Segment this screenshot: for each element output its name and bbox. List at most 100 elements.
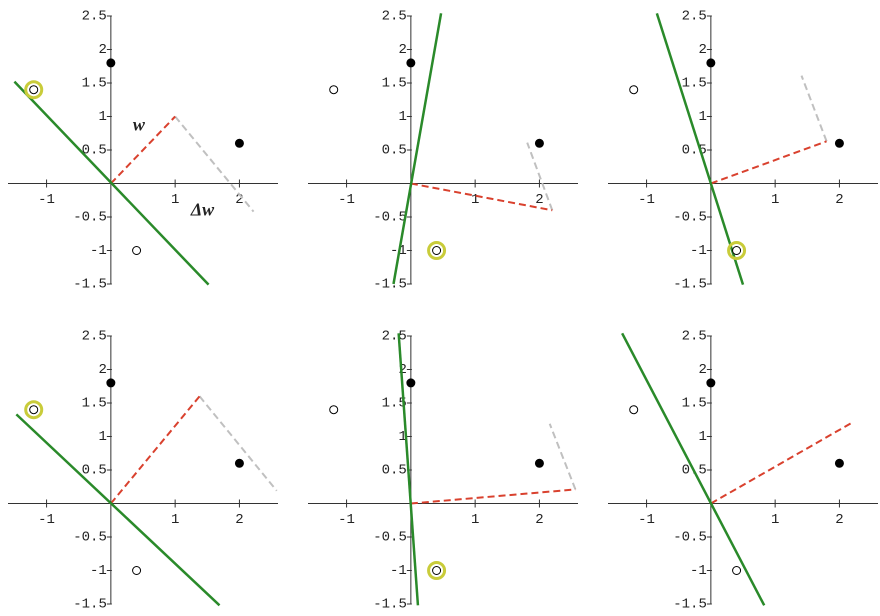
y-tick-label: -1 [390, 563, 407, 579]
y-tick-label: 0.5 [82, 463, 107, 479]
y-tick-label: 2 [398, 362, 406, 378]
update-vector [548, 423, 577, 490]
open-point [132, 246, 142, 255]
filled-point [534, 458, 544, 468]
open-point [329, 405, 339, 415]
y-tick-label: -1.5 [673, 277, 707, 293]
open-point [329, 85, 339, 95]
y-tick-label: 1 [98, 429, 106, 445]
y-tick-label: 2 [98, 362, 106, 378]
filled-point [706, 58, 716, 68]
x-tick-label: 1 [471, 192, 479, 208]
weight-vector [410, 182, 553, 212]
open-point [732, 566, 742, 575]
y-tick-label: -1.5 [373, 277, 407, 293]
y-tick-label: -1 [90, 243, 107, 259]
x-tick-label: -1 [338, 192, 355, 208]
filled-point [406, 58, 416, 68]
decision-boundary [621, 332, 766, 606]
update-label: Δw [190, 200, 215, 220]
filled-point [106, 58, 116, 68]
y-tick-label: 2.5 [82, 329, 107, 345]
update-vector [800, 75, 828, 142]
open-point [29, 85, 39, 95]
weight-vector [710, 420, 855, 505]
y-tick-label: 0.5 [82, 143, 107, 159]
y-tick-label: 2.5 [682, 9, 707, 25]
decision-boundary [392, 13, 443, 285]
y-tick-label: 1.5 [682, 76, 707, 92]
weight-vector [410, 488, 576, 505]
y-tick-label: -1.5 [373, 597, 407, 613]
open-point [432, 566, 442, 575]
highlight-ring [427, 561, 447, 580]
y-tick-label: 1 [698, 429, 706, 445]
y-tick-label: 1.5 [682, 396, 707, 412]
decision-boundary [397, 333, 420, 606]
open-point [629, 85, 639, 95]
weight-vector [110, 115, 176, 185]
y-tick-label: 2 [698, 42, 706, 58]
filled-point [234, 458, 244, 468]
x-tick-label: -1 [638, 192, 655, 208]
y-tick-label: 2 [98, 42, 106, 58]
weight-label: w [133, 115, 146, 135]
y-tick-label: -0.5 [673, 210, 707, 226]
y-tick-label: -1.5 [73, 597, 107, 613]
x-tick-label: 2 [235, 512, 243, 528]
x-tick-label: -1 [38, 192, 55, 208]
update-vector [526, 142, 554, 211]
open-point [132, 566, 142, 575]
x-tick-label: 1 [771, 192, 779, 208]
x-tick-label: -1 [338, 512, 355, 528]
y-tick-label: 1 [698, 109, 706, 125]
decision-boundary [655, 12, 745, 286]
weight-vector [110, 395, 201, 505]
y-tick-label: 1.5 [382, 76, 407, 92]
y-tick-label: 2.5 [382, 9, 407, 25]
y-tick-label: 1.5 [82, 76, 107, 92]
x-tick-label: -1 [638, 512, 655, 528]
y-tick-label: 1 [398, 429, 406, 445]
y-tick-label: 2.5 [682, 329, 707, 345]
open-point [629, 405, 639, 415]
y-tick-label: 1.5 [382, 396, 407, 412]
filled-point [234, 138, 244, 148]
y-tick-label: 1 [398, 109, 406, 125]
x-tick-label: 1 [471, 512, 479, 528]
x-tick-label: 1 [171, 512, 179, 528]
highlight-ring [24, 80, 44, 100]
x-tick-label: 2 [235, 192, 243, 208]
filled-point [106, 378, 116, 388]
filled-point [706, 378, 716, 388]
x-tick-label: 2 [535, 192, 543, 208]
open-point [732, 246, 742, 255]
y-tick-label: 0.5 [382, 463, 407, 479]
y-tick-label: -0.5 [373, 210, 407, 226]
y-tick-label: -1.5 [673, 597, 707, 613]
y-tick-label: -0.5 [73, 210, 107, 226]
y-tick-label: 2 [398, 42, 406, 58]
filled-point [834, 138, 844, 148]
y-tick-label: 2.5 [382, 329, 407, 345]
update-vector [174, 115, 255, 213]
highlight-ring [24, 400, 44, 420]
y-tick-label: 2 [698, 362, 706, 378]
x-tick-label: 1 [171, 192, 179, 208]
x-tick-label: 2 [835, 512, 843, 528]
decision-boundary [15, 413, 221, 607]
y-tick-label: -1.5 [73, 277, 107, 293]
highlight-ring [427, 241, 447, 260]
y-tick-label: -0.5 [673, 530, 707, 546]
highlight-ring [727, 241, 747, 260]
filled-point [834, 458, 844, 468]
y-tick-label: 2.5 [82, 9, 107, 25]
x-tick-label: 2 [835, 192, 843, 208]
filled-point [534, 138, 544, 148]
update-vector [198, 395, 278, 492]
y-tick-label: -1 [690, 563, 707, 579]
weight-vector [710, 140, 827, 185]
open-point [432, 246, 442, 255]
y-tick-label: 1 [98, 109, 106, 125]
